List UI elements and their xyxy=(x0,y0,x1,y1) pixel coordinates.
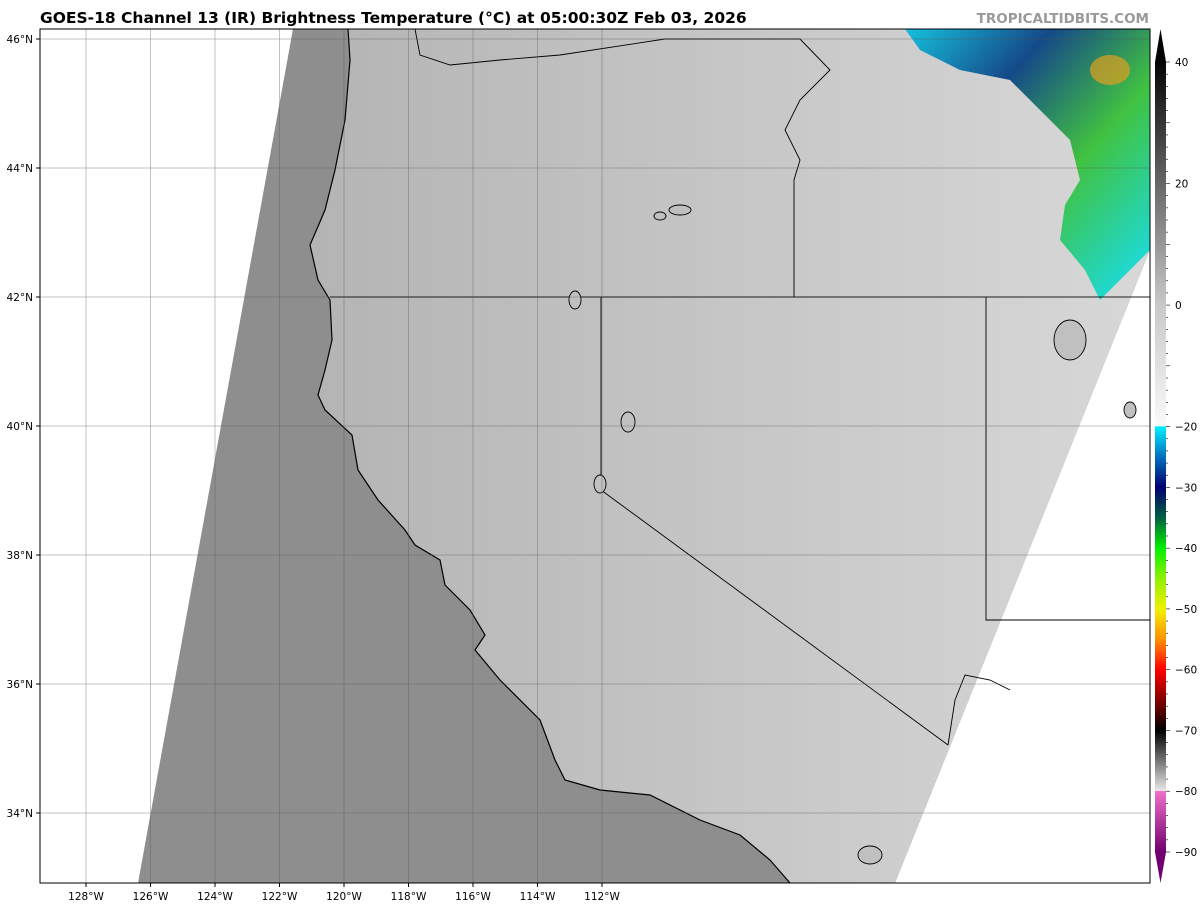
colorbar-label: −40 xyxy=(1175,543,1197,555)
colorbar-label: 40 xyxy=(1175,57,1188,69)
colorbar-label: 0 xyxy=(1175,300,1182,312)
cloud-area xyxy=(905,29,1150,300)
lon-label: 128°W xyxy=(68,891,104,903)
lat-label: 46°N xyxy=(7,34,33,46)
lon-label: 124°W xyxy=(197,891,233,903)
colorbar-label: 20 xyxy=(1175,179,1188,191)
lon-label: 122°W xyxy=(262,891,298,903)
cold-cloud-core xyxy=(1090,55,1130,85)
lat-label: 44°N xyxy=(7,163,33,175)
lat-label: 40°N xyxy=(7,421,33,433)
colorbar: 40 20 0 −20 −30 −40 −50 −60 −70 −80 −90 xyxy=(1155,29,1197,883)
coastline xyxy=(309,29,791,883)
colorbar-min-arrow xyxy=(1155,852,1166,883)
lakes xyxy=(568,204,1137,865)
lon-label: 116°W xyxy=(455,891,491,903)
colorbar-gradient xyxy=(1155,62,1166,852)
lon-label: 126°W xyxy=(133,891,169,903)
colorbar-label: −60 xyxy=(1175,665,1197,677)
lon-label: 118°W xyxy=(391,891,427,903)
colorbar-label: −50 xyxy=(1175,604,1197,616)
lat-label: 42°N xyxy=(7,292,33,304)
map-title: GOES-18 Channel 13 (IR) Brightness Tempe… xyxy=(40,9,747,27)
map-frame xyxy=(39,28,1151,884)
lat-label: 34°N xyxy=(7,808,33,820)
land-swath xyxy=(310,29,1150,883)
lon-label: 112°W xyxy=(584,891,620,903)
lon-label: 114°W xyxy=(520,891,556,903)
colorbar-max-arrow xyxy=(1155,29,1166,62)
gridlines xyxy=(40,29,1150,883)
latitude-axis: 46°N 44°N 42°N 40°N 38°N 36°N 34°N xyxy=(7,34,40,820)
lon-label: 120°W xyxy=(326,891,362,903)
lat-label: 38°N xyxy=(7,550,33,562)
colorbar-label: −80 xyxy=(1175,786,1197,798)
watermark: TROPICALTIDBITS.COM xyxy=(976,11,1149,27)
lat-label: 36°N xyxy=(7,679,33,691)
longitude-axis: 128°W 126°W 124°W 122°W 120°W 118°W 116°W 114°W… xyxy=(68,883,620,903)
colorbar-label: −30 xyxy=(1175,482,1197,494)
colorbar-label: −90 xyxy=(1175,847,1197,859)
colorbar-label: −70 xyxy=(1175,725,1197,737)
colorbar-label: −20 xyxy=(1175,422,1197,434)
